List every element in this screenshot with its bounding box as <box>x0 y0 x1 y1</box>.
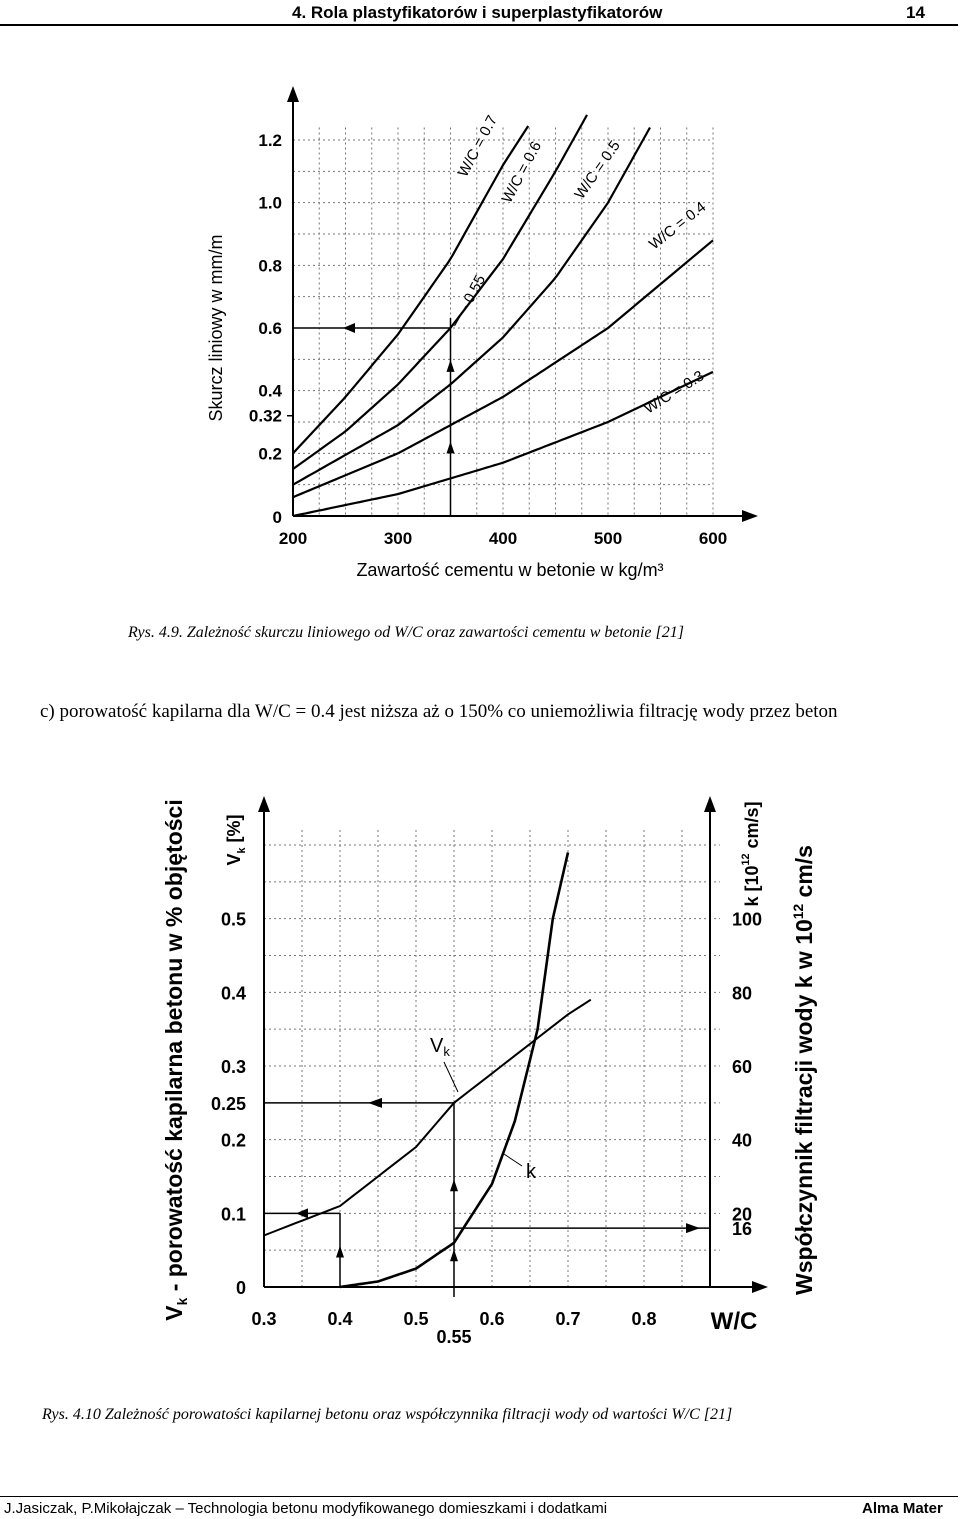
series-label-vk: Vk <box>430 1035 450 1059</box>
series-curve <box>292 125 530 455</box>
body-paragraph: c) porowatość kapilarna dla W/C = 0.4 je… <box>40 701 838 722</box>
guide-arrow <box>336 1245 344 1258</box>
label-leader <box>443 1061 459 1093</box>
page-header: 4. Rola plastyfikatorów i superplastyfik… <box>0 2 958 26</box>
x-tick-label-extra: 0.55 <box>436 1327 471 1347</box>
footer-rule <box>0 1496 958 1497</box>
x-tick-label: 600 <box>699 529 727 548</box>
series-curve <box>292 126 651 486</box>
chart2-grid <box>264 830 720 1287</box>
figure2-caption: Rys. 4.10 Zależność porowatości kapilarn… <box>42 1406 733 1423</box>
x-tick-label: 0.7 <box>555 1309 580 1329</box>
series-label: W/C = 0.7 <box>455 113 502 180</box>
y-axis-label: Skurcz liniowy w mm/m <box>206 234 226 421</box>
x-axis-arrow <box>752 1281 768 1293</box>
y2-tick-label: 100 <box>732 910 762 930</box>
y2-tick-label: 40 <box>732 1131 752 1151</box>
x-tick-label: 0.5 <box>403 1309 428 1329</box>
x-tick-label: 300 <box>384 529 412 548</box>
series-curve-vk <box>263 998 592 1237</box>
series-label: W/C = 0.6 <box>499 139 546 206</box>
y-tick-label: 0.32 <box>249 407 282 426</box>
x-tick-label: 0.8 <box>631 1309 656 1329</box>
y-tick-label: 0 <box>236 1278 246 1298</box>
y-tick-label: 0.25 <box>211 1094 246 1114</box>
y2-tick-label: 16 <box>732 1219 752 1239</box>
y-tick-label: 0.1 <box>221 1204 246 1224</box>
figure1-caption: Rys. 4.9. Zależność skurczu liniowego od… <box>128 624 684 641</box>
guide-arrow <box>450 1179 458 1192</box>
header-title: 4. Rola plastyfikatorów i superplastyfik… <box>292 3 663 22</box>
y-axis-left-arrow <box>258 796 270 812</box>
annotation-label: 0.55 <box>461 272 490 306</box>
y-tick-label: 0 <box>273 508 282 527</box>
series-curve <box>292 370 714 518</box>
x-tick-label: 0.3 <box>251 1309 276 1329</box>
chart1-grid <box>293 127 714 516</box>
series-curve <box>292 114 588 470</box>
reference-arrow-up <box>446 359 455 372</box>
footer-left: J.Jasiczak, P.Mikołajczak – Technologia … <box>4 1500 608 1517</box>
series-label: W/C = 0.4 <box>646 198 709 253</box>
y-tick-label: 1.2 <box>258 131 282 150</box>
label-leader <box>503 1153 523 1167</box>
guide-arrow <box>368 1097 382 1108</box>
y2-tick-label: 60 <box>732 1057 752 1077</box>
y2-tick-label: 20 <box>732 1204 752 1224</box>
x-tick-label: 500 <box>594 529 622 548</box>
reference-arrow-left <box>343 323 355 333</box>
x-tick-label: 200 <box>279 529 307 548</box>
footer-right: Alma Mater <box>862 1500 943 1517</box>
x-axis-arrow <box>742 510 758 522</box>
guide-arrow <box>296 1208 308 1219</box>
x-tick-label: 0.4 <box>327 1309 352 1329</box>
y-tick-label: 0.3 <box>221 1057 246 1077</box>
series-label: W/C = 0.5 <box>571 138 623 203</box>
y-tick-label: 0.2 <box>258 444 282 463</box>
x-tick-label: 400 <box>489 529 517 548</box>
y-tick-label: 0.5 <box>221 910 246 930</box>
series-label: W/C = 0.3 <box>641 367 707 417</box>
series-label-k: k <box>526 1161 537 1183</box>
y-axis-right-arrow <box>704 796 716 812</box>
y-axis-arrow <box>287 86 299 102</box>
y-tick-label: 0.6 <box>258 319 282 338</box>
y2-axis-label-inner: k [1012 cm/s] <box>740 801 762 906</box>
annotation-leader <box>454 305 467 327</box>
guide-arrow <box>686 1223 700 1234</box>
y-tick-label: 1.0 <box>258 194 282 213</box>
y-axis-label-inner: Vk [%] <box>224 814 248 865</box>
y-tick-label: 0.8 <box>258 256 282 275</box>
y-tick-label: 0.4 <box>258 382 282 401</box>
y-tick-label: 0.4 <box>221 983 246 1003</box>
x-axis-label: Zawartość cementu w betonie w kg/m³ <box>356 560 663 580</box>
series-curve <box>292 239 714 499</box>
x-axis-label: W/C <box>711 1308 758 1335</box>
y-tick-label: 0.2 <box>221 1131 246 1151</box>
reference-arrow-up <box>446 441 455 454</box>
y-axis-label-outer: Vk - porowatość kapilarna betonu w % obj… <box>161 799 190 1320</box>
x-tick-label: 0.6 <box>479 1309 504 1329</box>
page-number: 14 <box>906 3 925 22</box>
guide-arrow <box>450 1249 458 1262</box>
shrinkage-chart: 0 0.2 0.32 0.4 0.6 0.8 1.0 1.2 200 300 400 500 600 Za… <box>206 86 758 580</box>
y2-axis-label-outer: Współczynnik filtracji wody k w 1012 cm/… <box>791 845 817 1295</box>
y2-tick-label: 80 <box>732 983 752 1003</box>
